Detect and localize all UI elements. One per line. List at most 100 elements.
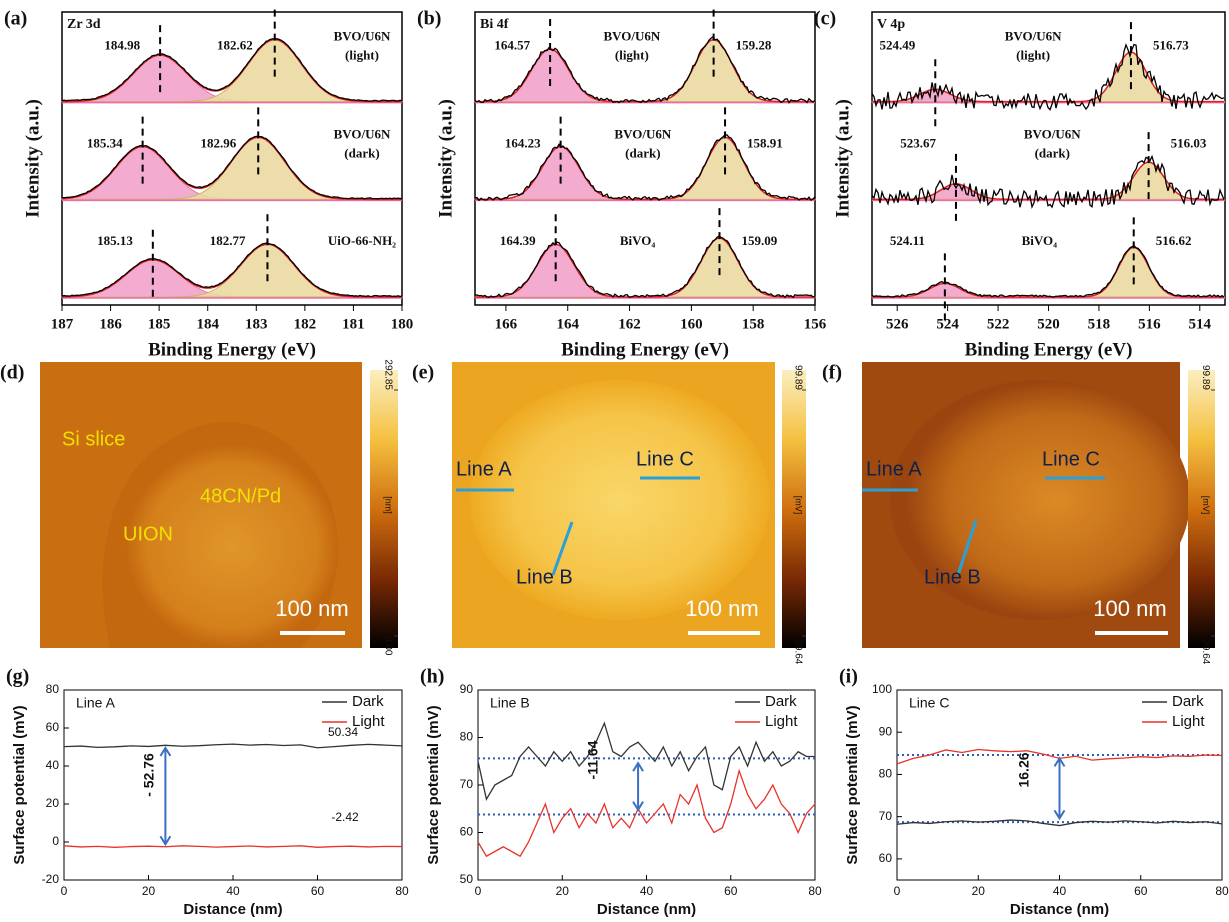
panel-title: Line B [490,695,530,711]
raw-spectrum [871,154,1225,209]
series-line [63,845,403,848]
panel-label: (a) [4,8,27,30]
series-label: (dark) [344,145,379,160]
series-line [63,743,403,749]
x-tick-label: 40 [640,884,654,898]
image-label: Line B [516,566,573,588]
annotation: 16.26 [1016,752,1032,787]
annotation: - 52.76 [141,753,157,797]
legend-label: Dark [1172,693,1204,710]
panel-title: V 4p [877,17,905,32]
peak-value: 158.91 [747,135,783,150]
panel-label: (f) [822,362,842,384]
image-label: UION [123,523,173,545]
x-tick-label: 20 [972,884,986,898]
raw-spectrum [871,42,1225,111]
scale-bar-label: 100 nm [275,596,348,621]
x-axis-label: Binding Energy (eV) [148,339,316,360]
raw-spectrum [61,38,403,102]
x-tick-label: 0 [61,884,68,898]
y-tick-label: 90 [460,682,474,696]
x-tick-label: 40 [1053,884,1067,898]
annotation: -11.64 [585,740,601,779]
x-tick-label: 80 [1215,884,1229,898]
x-tick-label: 526 [886,316,909,332]
peak-value: 185.13 [97,233,133,248]
y-axis-label: Intensity (a.u.) [832,99,853,218]
x-tick-label: 516 [1138,316,1161,332]
panel-label: (g) [6,666,29,688]
y-axis-label: Intensity (a.u.) [22,99,43,218]
panel-title: Zr 3d [67,17,101,32]
y-axis-label: Surface potential (mV) [425,705,442,864]
raw-spectrum [61,135,403,200]
arrow-head [159,746,172,847]
panel-label: (i) [839,666,858,688]
series-label: BiVO₄ [1022,233,1058,248]
peak-value: 524.49 [880,38,916,53]
series-label: BVO/U6N [1024,126,1081,141]
series-label: (light) [345,48,379,63]
series-label: (dark) [625,145,660,160]
x-tick-label: 158 [742,316,765,332]
x-tick-label: 40 [226,884,240,898]
afm-image-e [452,362,806,648]
peak-value: 164.23 [505,135,541,150]
colorbar-tick-label: -39.64 [1200,636,1211,665]
colorbar-unit: [nm] [384,496,394,514]
panel-label: (h) [420,666,444,688]
raw-spectrum [871,244,1225,298]
y-tick-label: 20 [46,796,60,810]
peak-value: 185.34 [87,135,123,150]
raw-spectrum [61,242,403,298]
colorbar-unit: [mV] [1201,496,1211,515]
x-axis-label: Distance (nm) [183,901,282,918]
raw-spectrum [474,35,816,104]
afm-image-f [862,362,1215,648]
series-label: BVO/U6N [614,126,671,141]
y-tick-label: 40 [46,758,60,772]
image-label: Si slice [62,428,125,450]
x-tick-label: 524 [936,316,959,332]
x-tick-label: 522 [987,316,1010,332]
colorbar-tick-label: 99.89 [1200,365,1211,390]
peak-value: 182.96 [200,135,236,150]
x-tick-label: 184 [196,316,219,332]
legend-label: Light [352,713,385,730]
fit-envelope [872,246,1224,298]
colorbar-tick-label: -39.64 [792,636,803,665]
series-label: BVO/U6N [334,126,391,141]
image-label: Line A [456,458,512,480]
panel-title: Bi 4f [480,17,509,32]
series-line [896,819,1223,827]
peak-value: 182.77 [210,233,246,248]
series-label: BiVO₄ [620,233,656,248]
image-label: Line A [866,458,922,480]
peak-value: 516.62 [1156,233,1192,248]
x-tick-label: 60 [724,884,738,898]
x-tick-label: 166 [495,316,518,332]
x-tick-label: 0 [475,884,482,898]
y-axis-label: Surface potential (mV) [844,705,861,864]
x-tick-label: 156 [804,316,827,332]
x-tick-label: 182 [294,316,317,332]
y-tick-label: 90 [879,724,893,738]
peak-value: 164.39 [500,233,536,248]
series-label: UiO-66-NH₂ [328,233,396,248]
series-line [477,721,815,801]
x-tick-label: 160 [680,316,703,332]
colorbar-tick-label: 99.89 [792,365,803,390]
x-tick-label: 0 [894,884,901,898]
y-tick-label: 80 [460,730,474,744]
peak-value: 184.98 [104,38,140,53]
y-tick-label: 100 [872,682,892,696]
y-tick-label: 50 [460,872,474,886]
image-label: 48CN/Pd [200,485,281,507]
annotation: 50.34 [328,725,358,739]
peak-value: 159.28 [736,38,772,53]
raw-spectrum [474,134,816,202]
series-label: (light) [615,48,649,63]
panel-label: (b) [417,8,441,30]
